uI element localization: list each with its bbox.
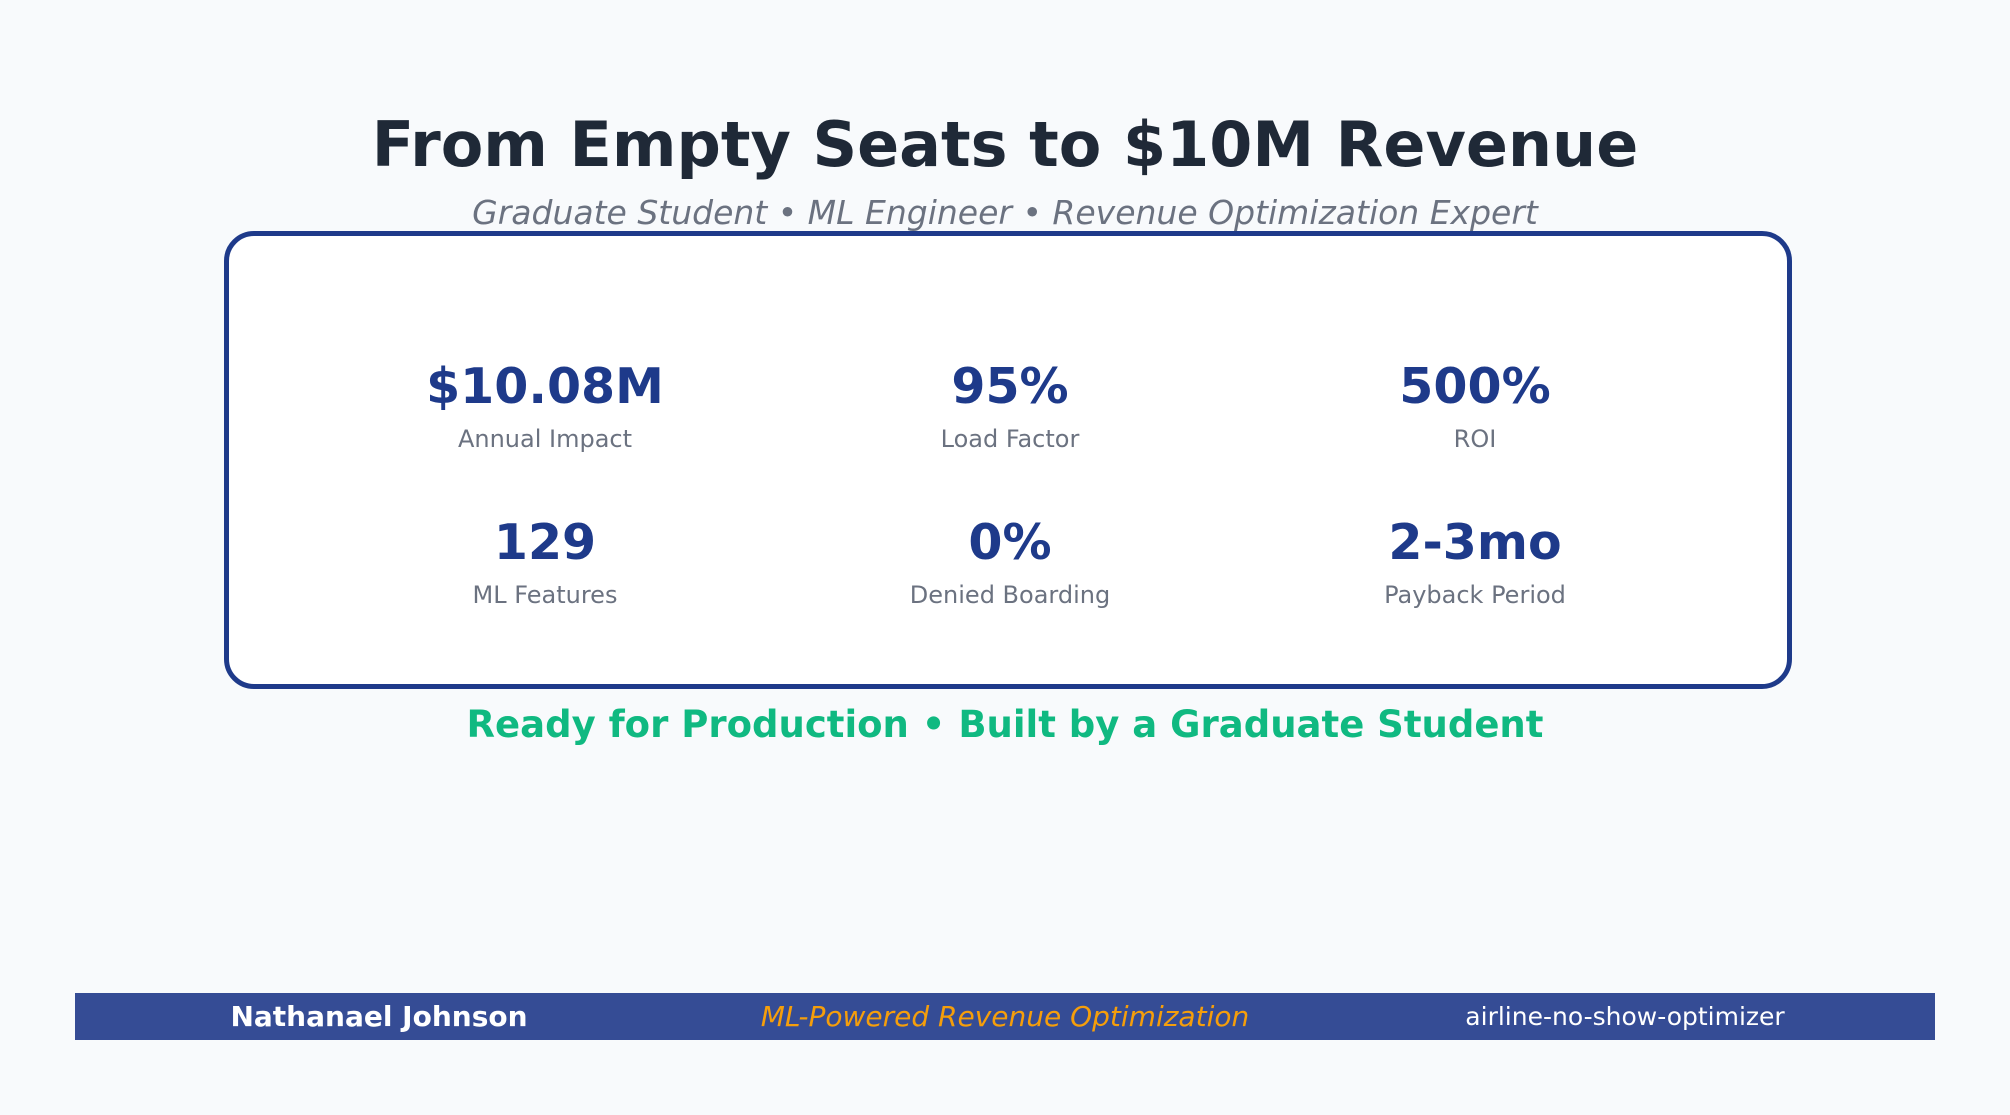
footer-bar: Nathanael Johnson ML-Powered Revenue Opt… xyxy=(75,993,1935,1040)
metric-value: 2-3mo xyxy=(1388,514,1562,571)
page-subtitle: Graduate Student • ML Engineer • Revenue… xyxy=(472,193,1538,232)
metric-value: 95% xyxy=(951,358,1069,415)
page-title: From Empty Seats to $10M Revenue xyxy=(371,108,1639,181)
metric-denied-boarding: 0% Denied Boarding xyxy=(810,514,1210,610)
metric-label: Denied Boarding xyxy=(909,580,1111,609)
metric-ml-features: 129 ML Features xyxy=(345,514,745,610)
footer-repo-name: airline-no-show-optimizer xyxy=(1465,1002,1785,1031)
metric-annual-impact: $10.08M Annual Impact xyxy=(345,358,745,454)
metric-load-factor: 95% Load Factor xyxy=(810,358,1210,454)
footer-author-name: Nathanael Johnson xyxy=(230,1000,528,1033)
metric-label: Payback Period xyxy=(1384,580,1566,609)
metric-label: Annual Impact xyxy=(457,424,633,453)
metric-value: 500% xyxy=(1399,358,1551,415)
metric-roi: 500% ROI xyxy=(1275,358,1675,454)
metric-payback-period: 2-3mo Payback Period xyxy=(1275,514,1675,610)
footer-center-text: ML-Powered Revenue Optimization xyxy=(760,1000,1250,1033)
metric-label: ROI xyxy=(1453,424,1497,453)
tagline: Ready for Production • Built by a Gradua… xyxy=(466,703,1544,746)
metric-label: ML Features xyxy=(472,580,618,609)
metrics-card: $10.08M Annual Impact 95% Load Factor 50… xyxy=(224,231,1792,689)
metric-value: 129 xyxy=(493,514,597,571)
metric-label: Load Factor xyxy=(940,424,1080,453)
metric-value: 0% xyxy=(968,514,1052,571)
metric-value: $10.08M xyxy=(426,358,664,415)
